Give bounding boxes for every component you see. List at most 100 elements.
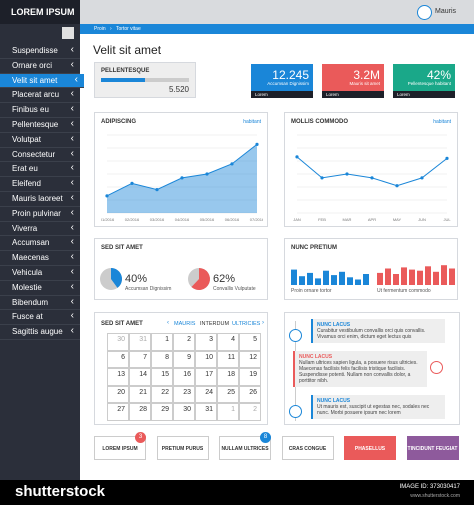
button[interactable]: PRETIUM PURUS (156, 436, 209, 460)
button[interactable]: CRAS CONGUE (281, 436, 334, 460)
panel-tag[interactable]: habitant (433, 119, 451, 125)
cal-day[interactable]: 2 (239, 403, 261, 421)
sidebar-item[interactable]: Ornare orci (0, 59, 80, 74)
cal-day[interactable]: 21 (129, 385, 151, 404)
cal-day[interactable]: 28 (129, 403, 151, 421)
panel-title: MOLLIS COMMODO (291, 119, 348, 125)
cal-day[interactable]: 22 (151, 385, 173, 404)
sidebar-item[interactable]: Placerat arcu (0, 88, 80, 104)
cal-month[interactable]: MAURIS (174, 321, 196, 327)
cal-day[interactable]: 31 (129, 333, 151, 351)
crumb[interactable]: Tortor vitae (116, 26, 141, 32)
sidebar-item[interactable]: Fusce at (0, 310, 80, 326)
cal-day[interactable]: 23 (173, 385, 195, 404)
cal-day[interactable]: 25 (217, 385, 239, 404)
x-tick-label: 04/2016 (175, 217, 190, 222)
stat-tile: 42% Pellentesque habitant Lorem (393, 64, 455, 98)
pie-label: Accumsan Dignissim (125, 286, 171, 292)
cal-day[interactable]: 1 (217, 403, 239, 421)
cal-day[interactable]: 11 (217, 350, 239, 369)
cal-day[interactable]: 20 (107, 385, 129, 404)
cal-day[interactable]: 13 (107, 368, 129, 386)
sidebar-item[interactable]: Accumsan (0, 236, 80, 252)
sidebar-item[interactable]: Pellentesque (0, 118, 80, 133)
cal-day[interactable]: 30 (173, 403, 195, 421)
cal-prev[interactable]: ‹ (167, 320, 169, 326)
cal-day[interactable]: 7 (129, 350, 151, 369)
sidebar-item[interactable]: Consectetur (0, 148, 80, 163)
x-tick-label: 06/2016 (225, 217, 240, 222)
bar (401, 267, 407, 285)
cal-day[interactable]: 31 (195, 403, 217, 421)
point (370, 176, 374, 180)
avatar[interactable] (417, 5, 432, 20)
cal-day[interactable]: 26 (239, 385, 261, 404)
x-tick-label: 03/2016 (150, 217, 165, 222)
sidebar-item[interactable]: Velit sit amet (0, 73, 84, 89)
cal-day[interactable]: 10 (195, 350, 217, 369)
sidebar-item[interactable]: Volutpat (0, 133, 80, 148)
panel-title: SED SIT AMET (101, 245, 143, 251)
cal-day[interactable]: 6 (107, 350, 129, 369)
timeline-card: NUNC LACUS Ut mauris est, suscipit ut ege… (311, 395, 445, 419)
sidebar-item[interactable]: Eleifend (0, 177, 80, 192)
cal-day[interactable]: 19 (239, 368, 261, 386)
bar (347, 277, 353, 285)
cal-day[interactable]: 29 (151, 403, 173, 421)
button[interactable]: NULLAM ULTRICES (219, 436, 271, 460)
cal-day[interactable]: 12 (239, 350, 261, 369)
tile-value: 42% (426, 68, 451, 82)
x-tick-label: MAR (343, 217, 352, 222)
cal-day[interactable]: 16 (173, 368, 195, 386)
sidebar-item[interactable]: Suspendisse (0, 44, 80, 59)
pie-label: Convallis Vulputate (213, 286, 256, 292)
stat-tile: 12.245 Accumsan Dignissim Lorem (251, 64, 313, 98)
sidebar-item[interactable]: Sagittis augue (0, 325, 80, 340)
sidebar-item[interactable]: Molestie (0, 281, 80, 296)
cal-day[interactable]: 18 (217, 368, 239, 386)
cal-day[interactable]: 1 (151, 333, 173, 351)
tile-link[interactable]: Lorem (397, 92, 410, 97)
point (320, 176, 324, 180)
search[interactable] (62, 27, 74, 39)
tile-link[interactable]: Lorem (255, 92, 268, 97)
bar (433, 271, 439, 285)
cal-day[interactable]: 24 (195, 385, 217, 404)
cal-day[interactable]: 30 (107, 333, 129, 351)
button[interactable]: TINCIDUNT FEUGIAT (406, 436, 459, 460)
sidebar-item[interactable]: Viverra (0, 222, 80, 237)
cal-day[interactable]: 14 (129, 368, 151, 386)
sidebar-item[interactable]: Maecenas (0, 251, 80, 266)
x-tick-label: FEB (318, 217, 326, 222)
cal-month[interactable]: INTERDUM (200, 321, 230, 327)
cal-day[interactable]: 5 (239, 333, 261, 351)
cal-day[interactable]: 8 (151, 350, 173, 369)
button[interactable]: PHASELLUS (344, 436, 396, 460)
tile-link[interactable]: Lorem (326, 92, 339, 97)
sidebar-item[interactable]: Erat eu (0, 162, 80, 178)
sidebar-item[interactable]: Proin pulvinar (0, 207, 80, 222)
cal-day[interactable]: 17 (195, 368, 217, 386)
cal-month[interactable]: ULTRICIES (232, 321, 261, 327)
cal-day[interactable]: 27 (107, 403, 129, 421)
sidebar-item[interactable]: Vehicula (0, 266, 80, 281)
cal-day[interactable]: 15 (151, 368, 173, 386)
tile-footer (393, 91, 455, 98)
point (395, 184, 399, 188)
pie-value: 62% (213, 273, 235, 285)
panel-tag[interactable]: habitant (243, 119, 261, 125)
bar (377, 272, 383, 285)
cal-day[interactable]: 4 (217, 333, 239, 351)
sidebar-item[interactable]: Bibendum (0, 296, 80, 311)
cal-next[interactable]: › (262, 320, 264, 326)
cal-day[interactable]: 3 (195, 333, 217, 351)
sidebar-item[interactable]: Finibus eu (0, 103, 80, 118)
crumb[interactable]: Proin (94, 26, 106, 32)
point (255, 142, 259, 146)
sidebar-item[interactable]: Mauris laoreet (0, 192, 80, 207)
bars-label: Proin ornare tortor (291, 288, 332, 294)
cal-day[interactable]: 9 (173, 350, 195, 369)
user-name[interactable]: Mauris (435, 8, 457, 15)
cal-day[interactable]: 2 (173, 333, 195, 351)
